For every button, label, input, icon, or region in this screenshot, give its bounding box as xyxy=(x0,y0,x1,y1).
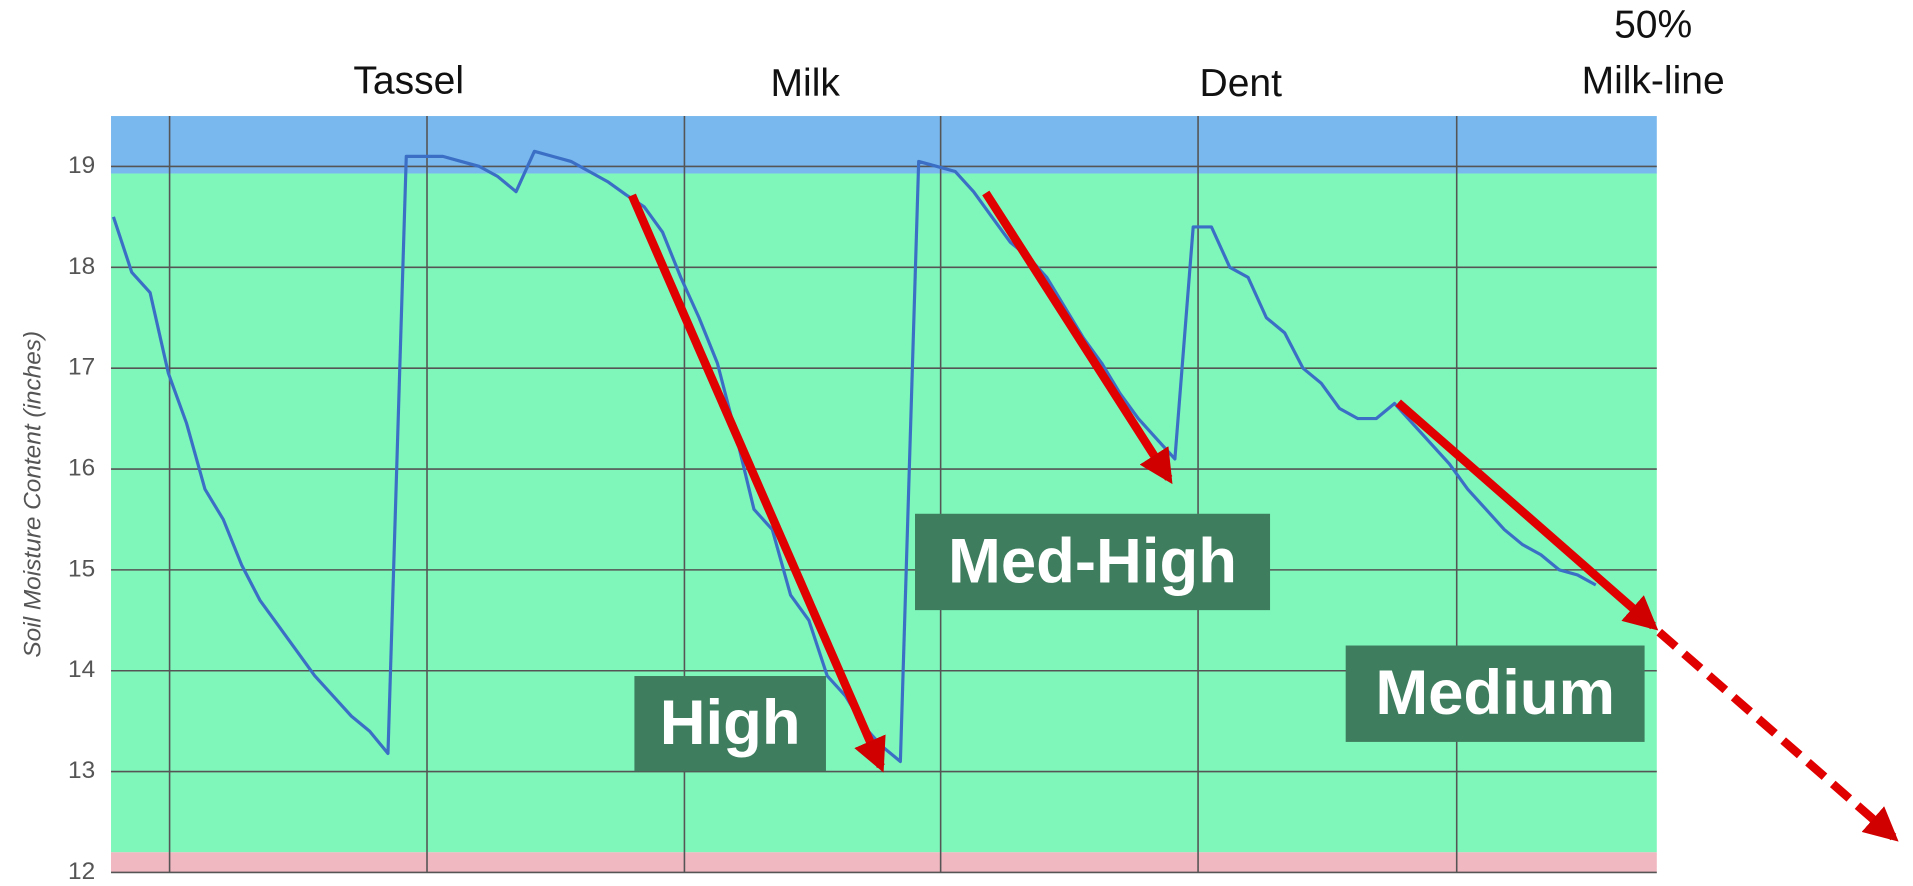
y-axis-label: Soil Moisture Content (inches) xyxy=(20,331,47,658)
y-tick-label: 17 xyxy=(68,354,95,381)
arrow xyxy=(1395,399,1659,631)
y-tick-label: 15 xyxy=(68,555,95,582)
rate-label: Medium xyxy=(1375,658,1615,728)
arrow xyxy=(628,193,886,773)
stage-label: Tassel xyxy=(353,59,464,102)
rate-box xyxy=(915,513,1271,611)
vertical-grid xyxy=(168,116,1458,873)
rate-box xyxy=(634,676,826,772)
band xyxy=(111,173,1657,853)
arrow-dashed xyxy=(1656,628,1899,842)
stage-label: Milk xyxy=(771,62,841,105)
band xyxy=(111,852,1657,873)
y-tick-label: 19 xyxy=(68,152,95,179)
band xyxy=(111,116,1657,174)
rate-box xyxy=(1345,645,1645,742)
rate-label: Med-High xyxy=(948,526,1237,596)
arrow xyxy=(982,190,1173,485)
rate-label: High xyxy=(660,688,801,758)
y-tick-label: 16 xyxy=(68,454,95,481)
arrows xyxy=(628,190,1899,842)
y-tick-label: 14 xyxy=(68,656,95,683)
y-tick-label: 12 xyxy=(68,858,95,885)
stage-label: Milk-line xyxy=(1582,59,1725,102)
y-tick-label: 13 xyxy=(68,757,95,784)
stage-label: Dent xyxy=(1200,62,1283,105)
y-tick-label: 18 xyxy=(68,253,95,280)
stage-label: 50% xyxy=(1614,3,1692,46)
